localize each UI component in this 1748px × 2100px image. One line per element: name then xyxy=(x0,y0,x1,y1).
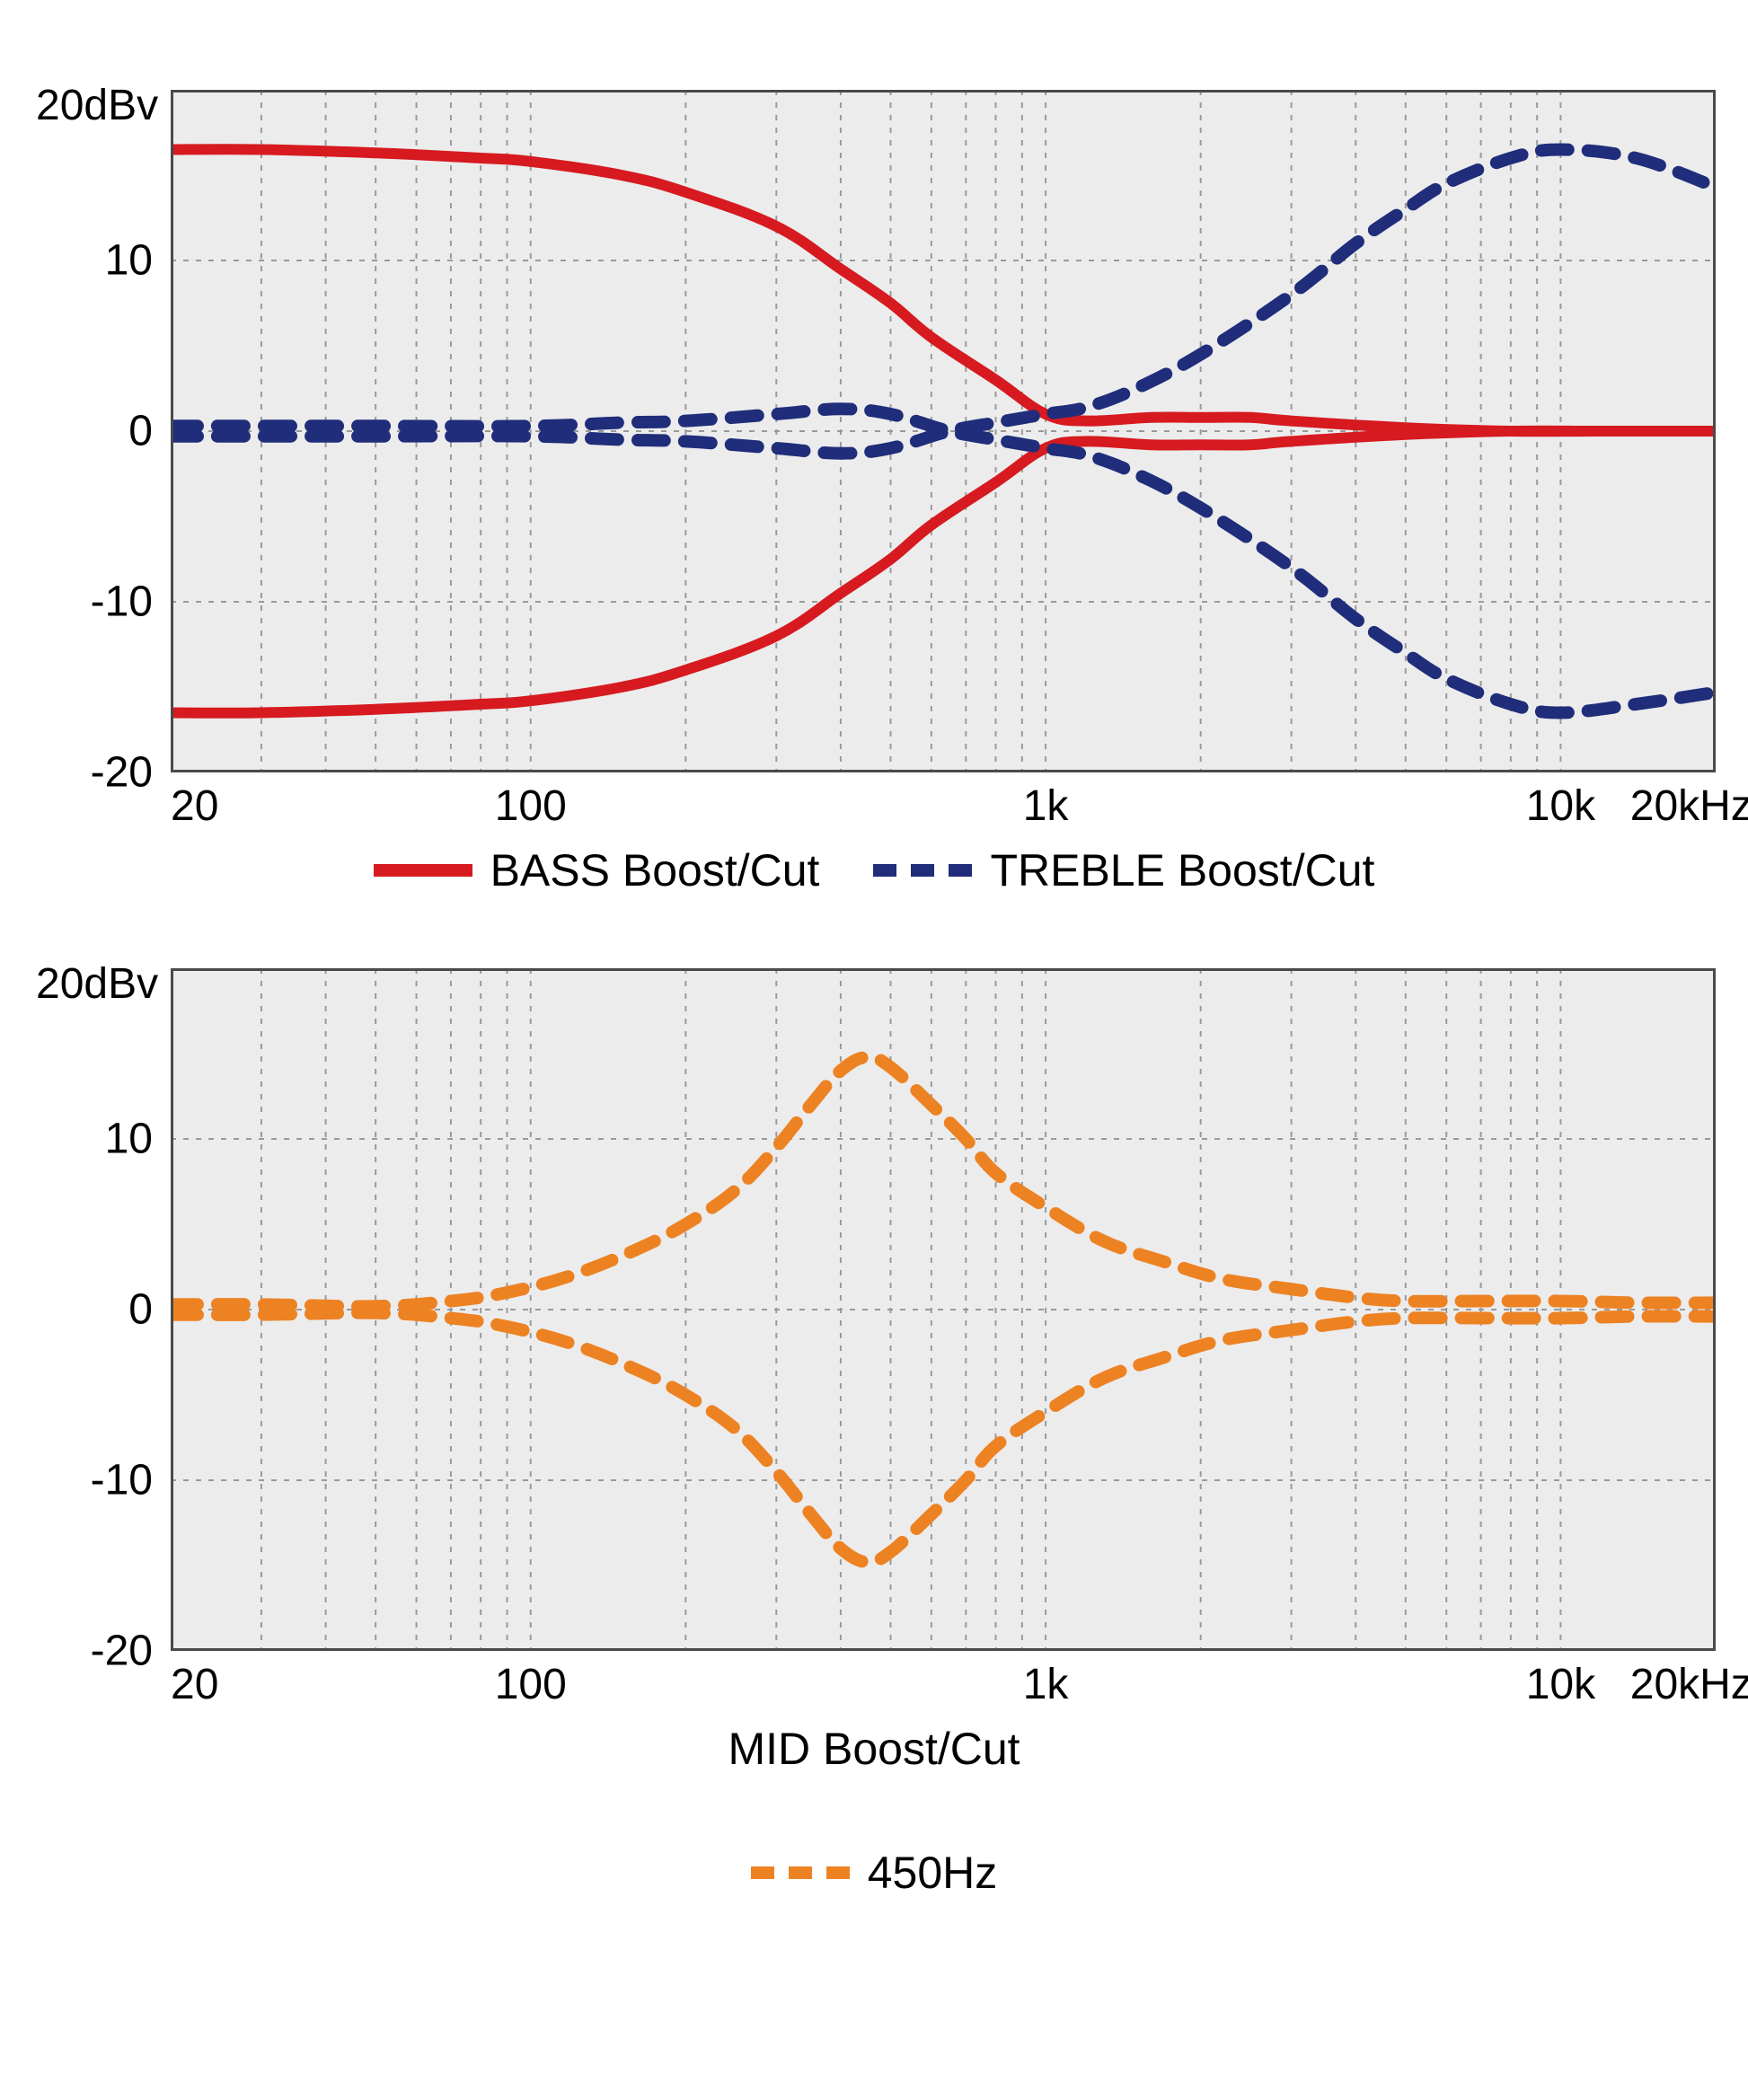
x-tick-label: 1k xyxy=(1023,1651,1069,1709)
x-tick-label: 10k xyxy=(1526,772,1595,831)
chart1-yaxis-top-label: 20dBv xyxy=(36,81,158,130)
plot-svg xyxy=(171,968,1716,1651)
chart1-plot-area: -20-10010201001k10k20kHz xyxy=(171,90,1716,772)
y-tick-label: 10 xyxy=(105,1115,171,1164)
y-tick-label: 10 xyxy=(105,236,171,286)
legend-label: TREBLE Boost/Cut xyxy=(990,844,1374,896)
y-tick-label: -20 xyxy=(91,748,171,798)
x-tick-label: 20kHz xyxy=(1630,772,1748,831)
x-tick-label: 10k xyxy=(1526,1651,1595,1709)
legend-item: 450Hz xyxy=(751,1847,998,1899)
chart2-yaxis-top-label: 20dBv xyxy=(36,959,158,1009)
chart2-plot-area: -20-10010201001k10k20kHz xyxy=(171,968,1716,1651)
legend-swatch-icon xyxy=(873,864,972,877)
x-tick-label: 20kHz xyxy=(1630,1651,1748,1709)
y-tick-label: -10 xyxy=(91,1456,171,1505)
chart-mid: 20dBv -20-10010201001k10k20kHz MID Boost… xyxy=(36,968,1712,1899)
y-tick-label: 0 xyxy=(128,407,171,456)
legend-item: TREBLE Boost/Cut xyxy=(873,844,1374,896)
y-tick-label: -20 xyxy=(91,1627,171,1676)
chart1-legend: BASS Boost/Cut TREBLE Boost/Cut xyxy=(36,844,1712,896)
x-tick-label: 1k xyxy=(1023,772,1069,831)
chart2-outer: 20dBv -20-10010201001k10k20kHz xyxy=(36,968,1712,1651)
chart-bass-treble: 20dBv -20-10010201001k10k20kHz BASS Boos… xyxy=(36,90,1712,896)
legend-label: BASS Boost/Cut xyxy=(490,844,820,896)
chart1-outer: 20dBv -20-10010201001k10k20kHz xyxy=(36,90,1712,772)
plot-svg xyxy=(171,90,1716,772)
chart2-legend: 450Hz xyxy=(36,1847,1712,1899)
x-tick-label: 100 xyxy=(495,772,567,831)
y-tick-label: 0 xyxy=(128,1285,171,1335)
legend-label: 450Hz xyxy=(868,1847,998,1899)
legend-item: BASS Boost/Cut xyxy=(374,844,820,896)
x-tick-label: 100 xyxy=(495,1651,567,1709)
legend-swatch-icon xyxy=(751,1866,850,1879)
x-tick-label: 20 xyxy=(171,772,218,831)
chart2-subtitle: MID Boost/Cut xyxy=(36,1723,1712,1775)
legend-swatch-icon xyxy=(374,864,472,877)
x-tick-label: 20 xyxy=(171,1651,218,1709)
y-tick-label: -10 xyxy=(91,578,171,627)
